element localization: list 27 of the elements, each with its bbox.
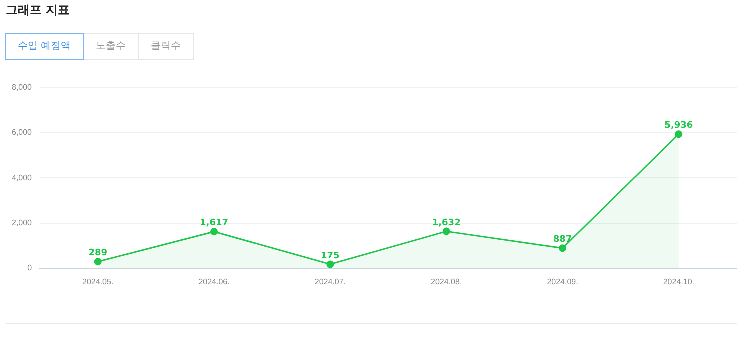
chart-title: 그래프 지표 xyxy=(6,2,70,19)
text: 수입 예정액 xyxy=(5,33,84,60)
x-tick-label: 2024.07. xyxy=(314,277,346,286)
data-label: 5,936 xyxy=(664,121,694,132)
x-tick-label: 2024.06. xyxy=(198,277,230,286)
point xyxy=(442,228,450,236)
y-tick-label: 0 xyxy=(28,264,33,273)
text: 클릭수 xyxy=(138,33,194,60)
data-label: 887 xyxy=(553,235,572,246)
x-tick-label: 2024.05. xyxy=(82,277,114,286)
data-label: 175 xyxy=(321,251,340,262)
x-tick-label: 2024.08. xyxy=(431,277,462,286)
text: 노출수 xyxy=(83,33,140,60)
point xyxy=(559,244,567,252)
point xyxy=(94,258,102,266)
y-tick-label: 8,000 xyxy=(12,83,33,92)
y-tick-label: 2,000 xyxy=(12,218,33,228)
data-label: 1,617 xyxy=(200,218,228,229)
point xyxy=(210,228,218,236)
point xyxy=(326,260,334,268)
y-tick-label: 6,000 xyxy=(12,128,33,138)
x-tick-label: 2024.09. xyxy=(547,277,578,286)
data-label: 1,632 xyxy=(432,218,461,228)
point xyxy=(675,130,683,138)
data-label: 289 xyxy=(88,248,108,259)
x-tick-label: 2024.10. xyxy=(663,277,694,286)
y-tick-label: 4,000 xyxy=(12,173,33,182)
